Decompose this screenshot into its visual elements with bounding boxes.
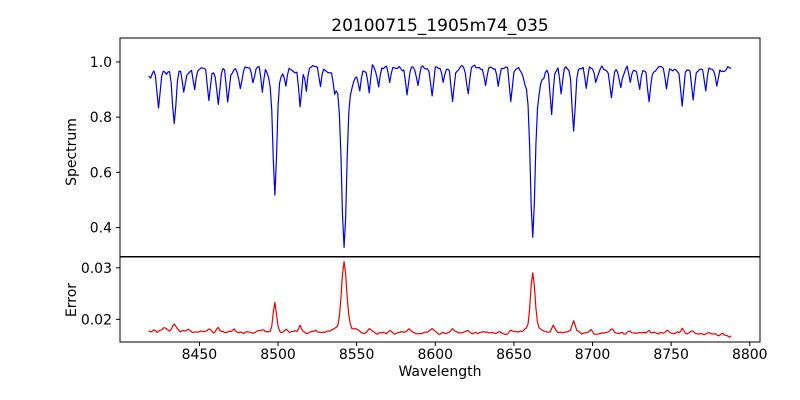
x-tick-label: 8550 — [339, 347, 375, 363]
y-tick-label: 0.6 — [90, 165, 112, 181]
y-tick-label: 1.0 — [90, 55, 112, 71]
x-tick-label: 8800 — [732, 347, 768, 363]
x-tick-label: 8700 — [575, 347, 611, 363]
x-axis-label: Wavelength — [398, 364, 481, 380]
y-tick-label: 0.4 — [90, 221, 112, 237]
x-tick-label: 8500 — [260, 347, 296, 363]
spectrum-series-line — [148, 64, 732, 248]
x-tick-label: 8450 — [182, 347, 218, 363]
spectrum-y-axis-label: Spectrum — [64, 118, 80, 186]
axes-frame-error — [119, 256, 761, 343]
y-tick-label: 0.03 — [81, 261, 112, 277]
x-tick-label: 8600 — [417, 347, 453, 363]
y-tick-label: 0.8 — [90, 110, 112, 126]
x-tick-label: 8650 — [496, 347, 532, 363]
plot-area: 8450 8500 8550 8600 8650 8700 8750 8800 0.4 0.6 0.… — [81, 37, 768, 363]
chart-title: 20100715_1905m74_035 — [331, 16, 548, 36]
error-y-axis-label: Error — [64, 283, 80, 317]
y-tick-label: 0.02 — [81, 312, 112, 328]
error-series-line — [148, 261, 732, 338]
x-tick-label: 8750 — [653, 347, 689, 363]
